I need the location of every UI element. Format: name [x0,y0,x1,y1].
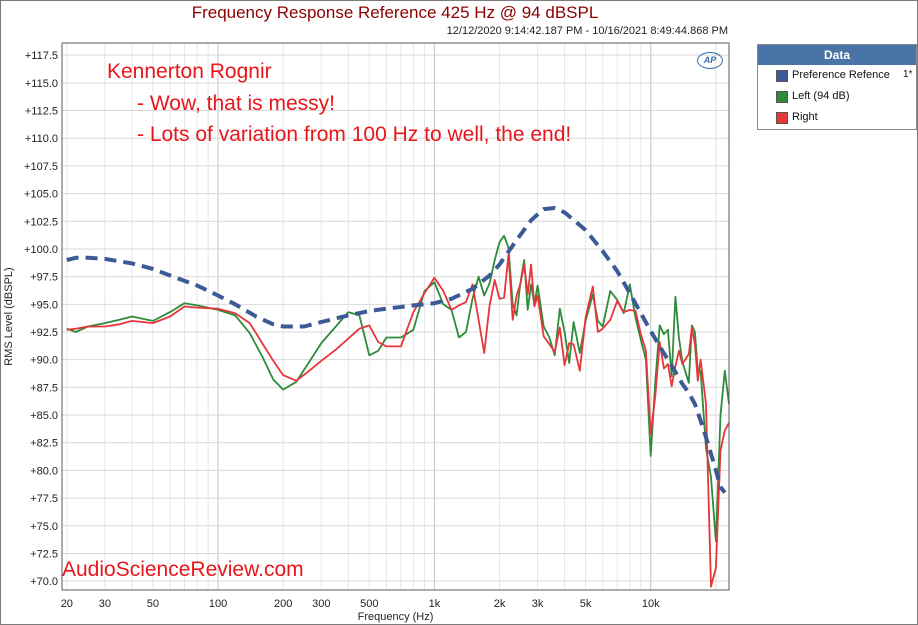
y-tick-label: +92.5 [30,327,58,339]
y-axis-label: RMS Level (dBSPL) [3,267,15,365]
y-tick-label: +80.0 [30,465,58,477]
annotation-comment-1: - Wow, that is messy! [137,92,335,115]
y-tick-label: +97.5 [30,272,58,284]
y-tick-label: +110.0 [25,133,58,145]
x-tick-label: 10k [642,598,660,610]
y-tick-label: +70.0 [30,576,58,588]
series-line-2 [66,253,730,588]
legend: Data Preference Refence 1* Left (94 dB) … [757,44,917,130]
legend-item-right[interactable]: Right [758,107,916,128]
y-tick-label: +87.5 [30,382,58,394]
series-lines [66,206,730,588]
axis-ticks: +70.0 +72.5 +75.0 +77.5 +80.0 +82.5 +85.0 +87.5… [24,50,660,610]
x-tick-label: 300 [312,598,330,610]
y-tick-label: +115.0 [25,78,58,90]
legend-swatch [776,91,788,103]
y-tick-label: +112.5 [25,106,58,118]
y-tick-label: +77.5 [30,493,58,505]
annotation-comment-2: - Lots of variation from 100 Hz to well,… [137,123,572,146]
x-tick-label: 2k [494,598,506,610]
legend-marker: 1* [903,69,913,80]
y-tick-label: +117.5 [25,50,58,62]
x-tick-label: 30 [99,598,111,610]
x-tick-label: 200 [274,598,292,610]
y-tick-label: +105.0 [24,189,58,201]
watermark: AudioScienceReview.com [62,558,304,581]
y-tick-label: +85.0 [30,410,58,422]
legend-label: Preference Refence [792,69,890,81]
x-tick-label: 100 [209,598,227,610]
ap-logo: AP [697,52,723,69]
annotation-product: Kennerton Rognir [107,60,272,83]
x-axis-label: Frequency (Hz) [358,611,434,623]
y-tick-label: +72.5 [30,548,58,560]
plot-border [61,42,730,591]
y-tick-label: +100.0 [24,244,58,256]
y-tick-label: +75.0 [30,521,58,533]
x-tick-label: 50 [147,598,159,610]
y-tick-label: +107.5 [24,161,58,173]
x-tick-label: 20 [61,598,73,610]
y-tick-label: +90.0 [30,355,58,367]
legend-swatch [776,70,788,82]
x-tick-label: 1k [429,598,441,610]
x-tick-label: 500 [360,598,378,610]
x-tick-label: 3k [532,598,544,610]
x-tick-label: 5k [580,598,592,610]
legend-swatch [776,112,788,124]
legend-label: Right [792,111,818,123]
legend-item-left[interactable]: Left (94 dB) [758,86,916,107]
legend-label: Left (94 dB) [792,90,850,102]
series-line-0 [66,206,727,494]
grid-lines [62,43,729,590]
legend-title: Data [758,45,916,65]
chart-title: Frequency Response Reference 425 Hz @ 94… [191,3,599,22]
chart-subtitle: 12/12/2020 9:14:42.187 PM - 10/16/2021 8… [446,25,728,37]
legend-item-preference[interactable]: Preference Refence 1* [758,65,916,86]
y-tick-label: +102.5 [24,216,58,228]
y-tick-label: +82.5 [30,438,58,450]
y-tick-label: +95.0 [30,299,58,311]
